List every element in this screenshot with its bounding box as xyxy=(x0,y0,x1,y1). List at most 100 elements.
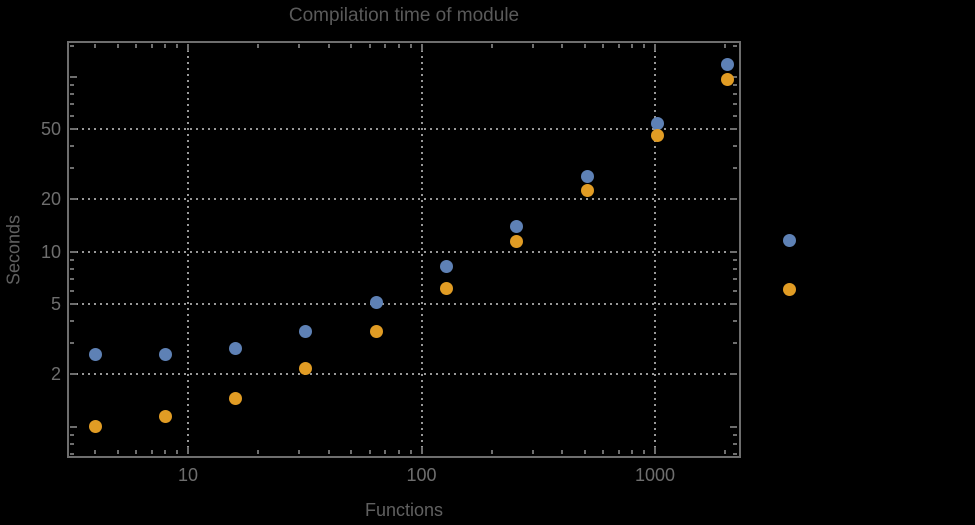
y-tick xyxy=(70,303,77,306)
x-tick xyxy=(561,450,564,454)
y-tick xyxy=(70,433,74,436)
chart-title: Compilation time of module xyxy=(288,5,520,26)
y-tick xyxy=(733,92,737,95)
x-tick xyxy=(350,450,353,454)
y-gridline xyxy=(70,128,735,131)
y-tick xyxy=(733,289,737,292)
y-tick xyxy=(733,267,737,270)
y-tick xyxy=(70,128,77,131)
x-axis-label: Functions xyxy=(364,500,444,520)
x-tick xyxy=(298,450,301,454)
y-gridline xyxy=(70,250,735,253)
y-tick xyxy=(733,452,737,455)
y-tick xyxy=(733,320,737,323)
x-tick xyxy=(653,447,656,454)
x-tick xyxy=(397,450,400,454)
x-tick xyxy=(116,44,119,48)
data-point-series-2 xyxy=(721,73,735,87)
x-tick xyxy=(257,44,260,48)
y-tick xyxy=(733,167,737,170)
data-point-series-2 xyxy=(158,409,172,423)
y-tick xyxy=(70,258,74,261)
data-point-series-1 xyxy=(650,117,664,131)
x-tick xyxy=(135,450,138,454)
x-tick xyxy=(490,44,493,48)
y-tick xyxy=(70,373,77,376)
x-tick xyxy=(420,447,423,454)
x-tick xyxy=(420,44,423,51)
x-tick xyxy=(643,44,646,48)
y-tick-label-20: 20 xyxy=(40,189,61,210)
data-point-series-1 xyxy=(299,325,313,338)
x-tick xyxy=(617,44,620,48)
y-tick-label-5: 5 xyxy=(50,294,61,315)
y-tick xyxy=(70,102,74,105)
x-tick xyxy=(617,450,620,454)
x-tick xyxy=(602,44,605,48)
x-tick xyxy=(164,44,167,48)
plot-frame xyxy=(67,41,741,458)
x-tick xyxy=(116,450,119,454)
x-tick-label-1000: 1000 xyxy=(634,465,675,485)
y-tick xyxy=(730,198,737,201)
x-tick xyxy=(150,450,153,454)
x-tick xyxy=(384,450,387,454)
y-tick-label-10: 10 xyxy=(40,241,61,262)
data-point-series-2 xyxy=(580,183,594,197)
y-tick xyxy=(730,128,737,131)
y-tick xyxy=(70,75,77,78)
y-tick xyxy=(70,342,74,345)
y-tick xyxy=(70,452,74,455)
y-gridline xyxy=(70,198,735,201)
x-tick xyxy=(187,44,190,51)
x-tick xyxy=(257,450,260,454)
x-tick xyxy=(653,44,656,51)
data-point-series-2 xyxy=(510,234,524,248)
x-tick xyxy=(135,44,138,48)
y-tick xyxy=(70,167,74,170)
y-tick xyxy=(733,342,737,345)
data-point-series-1 xyxy=(510,219,524,233)
data-point-series-1 xyxy=(440,260,454,274)
data-point-series-1 xyxy=(158,347,172,361)
x-tick xyxy=(94,450,97,454)
x-tick xyxy=(409,450,412,454)
y-tick xyxy=(70,145,74,148)
x-tick xyxy=(531,44,534,48)
y-tick-label-2: 2 xyxy=(50,364,61,385)
data-point-series-2 xyxy=(369,325,383,338)
x-tick xyxy=(583,44,586,48)
y-tick xyxy=(70,198,77,201)
data-point-series-2 xyxy=(229,391,243,405)
x-tick xyxy=(631,450,634,454)
x-tick xyxy=(724,44,727,48)
data-point-series-2 xyxy=(650,129,664,143)
x-tick xyxy=(724,450,727,454)
y-gridline xyxy=(70,303,735,306)
y-tick xyxy=(733,44,737,47)
y-tick xyxy=(70,250,77,253)
x-gridline xyxy=(420,44,423,452)
y-tick xyxy=(70,83,74,86)
x-tick xyxy=(94,44,97,48)
x-tick xyxy=(643,450,646,454)
x-tick xyxy=(350,44,353,48)
y-tick xyxy=(730,425,737,428)
y-tick xyxy=(730,373,737,376)
data-point-series-2 xyxy=(440,281,454,295)
data-point-series-2 xyxy=(88,420,102,434)
y-tick-label-50: 50 xyxy=(40,119,61,140)
x-tick xyxy=(368,44,371,48)
y-tick xyxy=(730,250,737,253)
y-tick xyxy=(70,114,74,117)
x-tick xyxy=(531,450,534,454)
y-tick xyxy=(70,425,77,428)
x-tick-label-10: 10 xyxy=(178,465,199,485)
y-tick xyxy=(70,92,74,95)
y-tick xyxy=(70,320,74,323)
x-tick xyxy=(327,44,330,48)
x-tick xyxy=(561,44,564,48)
y-tick xyxy=(733,442,737,445)
y-gridline xyxy=(70,373,735,376)
legend-marker-series-1 xyxy=(782,233,796,247)
